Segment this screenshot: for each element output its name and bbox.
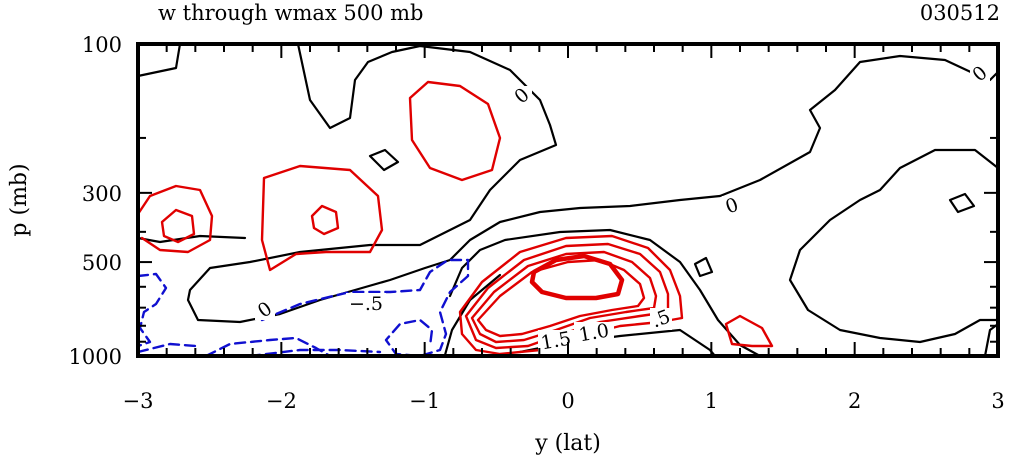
negative-contour	[136, 272, 168, 348]
negative-contour	[136, 342, 198, 354]
positive-contour	[160, 208, 196, 244]
zero-contour	[136, 42, 182, 78]
x-tick-label: −1	[409, 389, 440, 413]
x-tick-labels: −3 −2 −1 0 1 2 3	[123, 389, 1005, 413]
x-axis-label: y (lat)	[534, 431, 601, 456]
x-tick-label: 3	[991, 389, 1004, 413]
positive-contour	[470, 250, 658, 344]
positive-contour	[724, 314, 774, 348]
y-tick-label: 500	[82, 251, 122, 275]
positive-contour	[260, 164, 384, 272]
contour-label-minus-half: −.5	[349, 293, 383, 315]
y-tick-labels: 100 300 500 1000	[69, 33, 122, 369]
positive-contour	[408, 80, 502, 182]
y-tick-label: 300	[82, 182, 122, 206]
wmax-contour	[529, 253, 625, 301]
positive-contour	[136, 184, 214, 254]
x-tick-label: −3	[123, 389, 154, 413]
contour-lines	[136, 42, 1000, 358]
x-tick-label: −2	[266, 389, 297, 413]
zero-contour	[368, 148, 400, 172]
zero-contour	[788, 148, 1000, 344]
positive-contour	[310, 204, 340, 236]
y-tick-label: 100	[82, 33, 122, 57]
x-tick-label: 1	[705, 389, 718, 413]
zero-contour	[136, 234, 247, 244]
zero-contour	[693, 256, 714, 278]
contour-labels: 0 0 0 0 −.5 .5 1.0 1.5	[254, 62, 992, 355]
y-axis-label: p (mb)	[7, 163, 32, 236]
negative-contour	[248, 348, 382, 358]
zero-contour	[448, 228, 762, 358]
chart-title: w through wmax 500 mb	[158, 1, 424, 25]
y-tick-label: 1000	[69, 345, 122, 369]
contour-label-one: 1.0	[577, 320, 611, 347]
positive-contour	[458, 234, 684, 356]
x-tick-label: 0	[561, 389, 574, 413]
axis-ticks	[137, 43, 999, 357]
date-label: 030512	[920, 1, 1000, 25]
negative-contour	[260, 258, 470, 358]
zero-contour	[948, 192, 976, 214]
positive-contour	[464, 242, 670, 350]
x-tick-label: 2	[848, 389, 861, 413]
zero-contour	[186, 42, 1000, 324]
positive-contour	[476, 258, 646, 338]
